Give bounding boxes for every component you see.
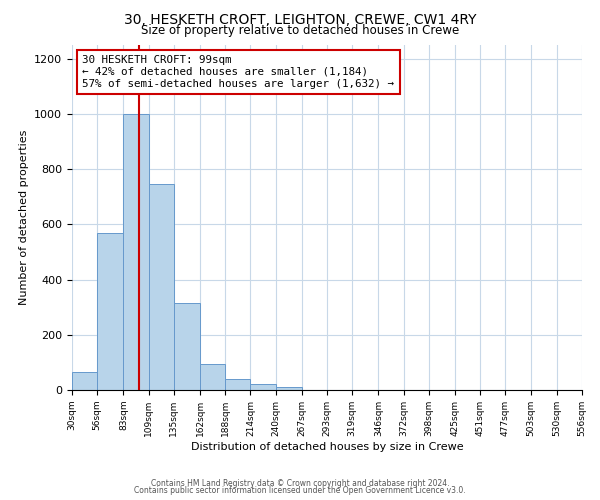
Text: 30 HESKETH CROFT: 99sqm
← 42% of detached houses are smaller (1,184)
57% of semi: 30 HESKETH CROFT: 99sqm ← 42% of detache… (82, 56, 394, 88)
Y-axis label: Number of detached properties: Number of detached properties (19, 130, 29, 305)
Bar (97, 232, 124, 390)
Bar (72, 372, 97, 390)
Text: Contains HM Land Registry data © Crown copyright and database right 2024.: Contains HM Land Registry data © Crown c… (151, 478, 449, 488)
Bar (250, 384, 275, 390)
Bar (225, 379, 250, 390)
Bar (174, 303, 200, 390)
Bar (149, 184, 174, 390)
Text: 30, HESKETH CROFT, LEIGHTON, CREWE, CW1 4RY: 30, HESKETH CROFT, LEIGHTON, CREWE, CW1 … (124, 12, 476, 26)
Text: Size of property relative to detached houses in Crewe: Size of property relative to detached ho… (141, 24, 459, 37)
Bar (200, 364, 225, 390)
X-axis label: Distribution of detached houses by size in Crewe: Distribution of detached houses by size … (191, 442, 463, 452)
Bar (124, 114, 149, 390)
Bar (275, 387, 302, 390)
Text: Contains public sector information licensed under the Open Government Licence v3: Contains public sector information licen… (134, 486, 466, 495)
